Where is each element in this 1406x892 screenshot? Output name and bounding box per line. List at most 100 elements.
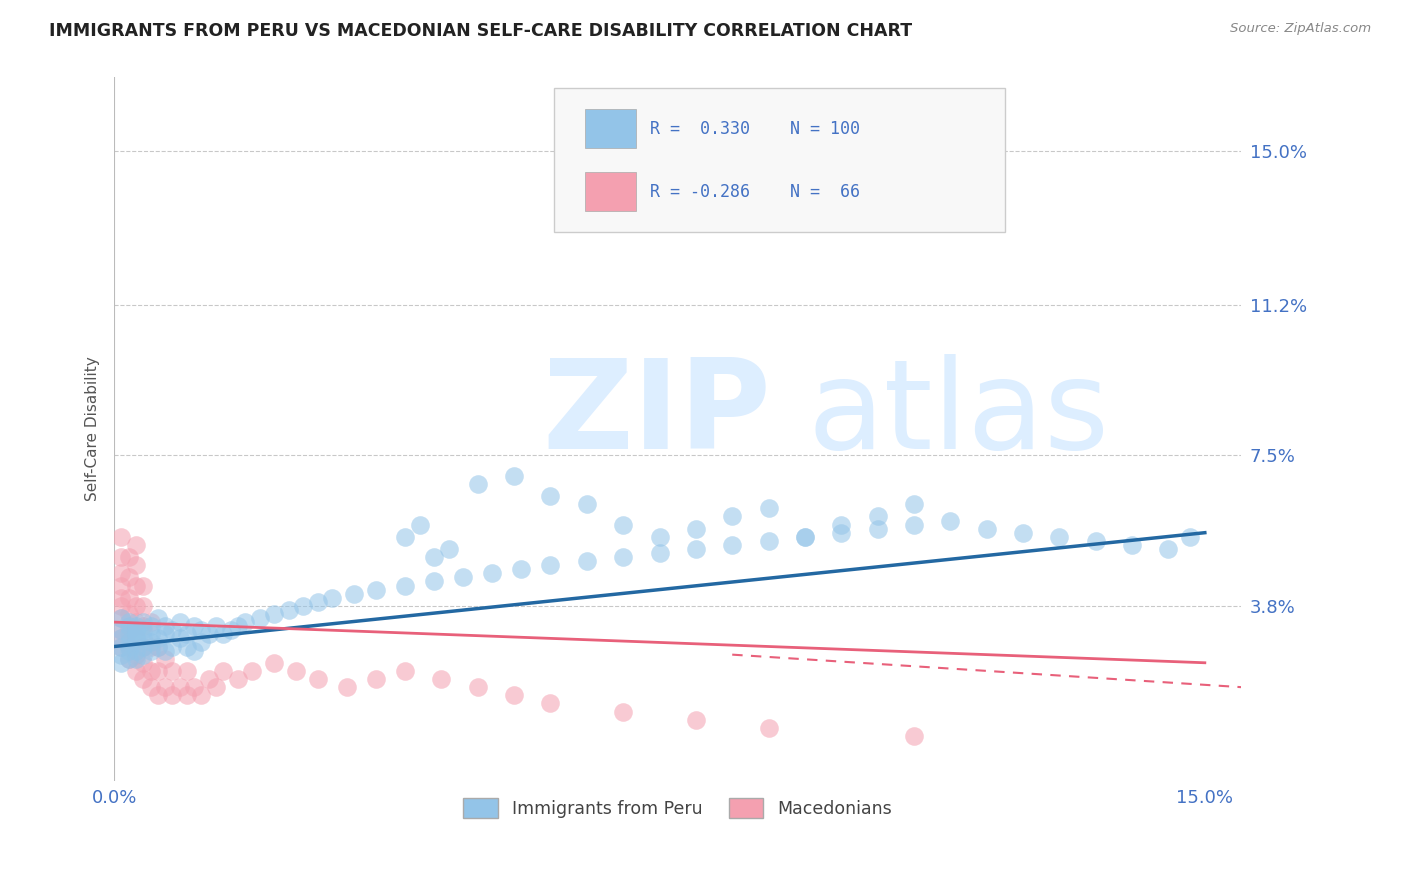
Point [110, 550, 132, 565]
Point [118, 651, 141, 665]
Point [162, 688, 184, 702]
Point [110, 530, 132, 544]
Point [408, 517, 430, 532]
Point [125, 558, 148, 573]
Point [118, 624, 141, 638]
Point [176, 688, 198, 702]
Point [132, 648, 155, 662]
Point [110, 591, 132, 605]
Bar [585, 172, 636, 211]
Point [139, 615, 162, 629]
Point [125, 624, 148, 638]
Point [685, 522, 707, 536]
Point [437, 541, 460, 556]
Point [205, 619, 228, 633]
Point [364, 582, 387, 597]
Text: atlas: atlas [807, 354, 1109, 475]
Bar [585, 109, 636, 148]
Point [758, 501, 780, 516]
Point [125, 635, 148, 649]
Point [903, 517, 925, 532]
Point [939, 514, 962, 528]
Point [467, 680, 489, 694]
Point [612, 705, 634, 719]
Point [139, 643, 162, 657]
Point [793, 530, 815, 544]
Point [903, 729, 925, 743]
Point [394, 578, 416, 592]
Point [1047, 530, 1070, 544]
Point [110, 624, 132, 638]
Point [139, 640, 162, 654]
Y-axis label: Self-Care Disability: Self-Care Disability [86, 357, 100, 501]
Point [176, 640, 198, 654]
Point [284, 664, 307, 678]
Point [146, 688, 169, 702]
Point [125, 599, 148, 613]
Point [110, 656, 132, 670]
Point [685, 541, 707, 556]
Point [132, 624, 155, 638]
Point [364, 672, 387, 686]
Point [153, 627, 176, 641]
Point [146, 664, 169, 678]
Point [110, 611, 132, 625]
Point [169, 680, 191, 694]
Point [118, 640, 141, 654]
Point [132, 640, 155, 654]
Point [205, 680, 228, 694]
Point [125, 615, 148, 629]
Point [648, 546, 671, 560]
Point [830, 525, 852, 540]
Point [132, 640, 155, 654]
Point [146, 632, 169, 646]
Point [190, 688, 212, 702]
Point [263, 656, 285, 670]
Point [132, 632, 155, 646]
Point [146, 640, 169, 654]
Point [153, 619, 176, 633]
Point [110, 632, 132, 646]
Point [685, 713, 707, 727]
Point [1012, 525, 1035, 540]
Point [233, 615, 256, 629]
Point [139, 627, 162, 641]
Point [132, 619, 155, 633]
Point [125, 651, 148, 665]
Point [162, 640, 184, 654]
Point [169, 632, 191, 646]
Point [139, 635, 162, 649]
Point [162, 624, 184, 638]
Point [118, 550, 141, 565]
Point [1157, 541, 1180, 556]
Point [866, 522, 889, 536]
Point [481, 566, 503, 581]
Point [197, 672, 219, 686]
Point [183, 643, 205, 657]
Point [758, 721, 780, 735]
Point [612, 550, 634, 565]
Point [423, 574, 446, 589]
Point [110, 640, 132, 654]
Point [212, 627, 235, 641]
Point [612, 517, 634, 532]
Point [336, 680, 359, 694]
Point [212, 664, 235, 678]
Point [503, 688, 526, 702]
Point [132, 615, 155, 629]
Point [125, 632, 148, 646]
Text: IMMIGRANTS FROM PERU VS MACEDONIAN SELF-CARE DISABILITY CORRELATION CHART: IMMIGRANTS FROM PERU VS MACEDONIAN SELF-… [49, 22, 912, 40]
Point [125, 664, 148, 678]
Point [793, 530, 815, 544]
Point [118, 591, 141, 605]
Point [307, 672, 329, 686]
Point [110, 640, 132, 654]
Point [110, 578, 132, 592]
Point [125, 648, 148, 662]
Point [903, 497, 925, 511]
Point [263, 607, 285, 621]
Point [277, 603, 299, 617]
Point [721, 538, 744, 552]
Point [721, 509, 744, 524]
Point [249, 611, 271, 625]
